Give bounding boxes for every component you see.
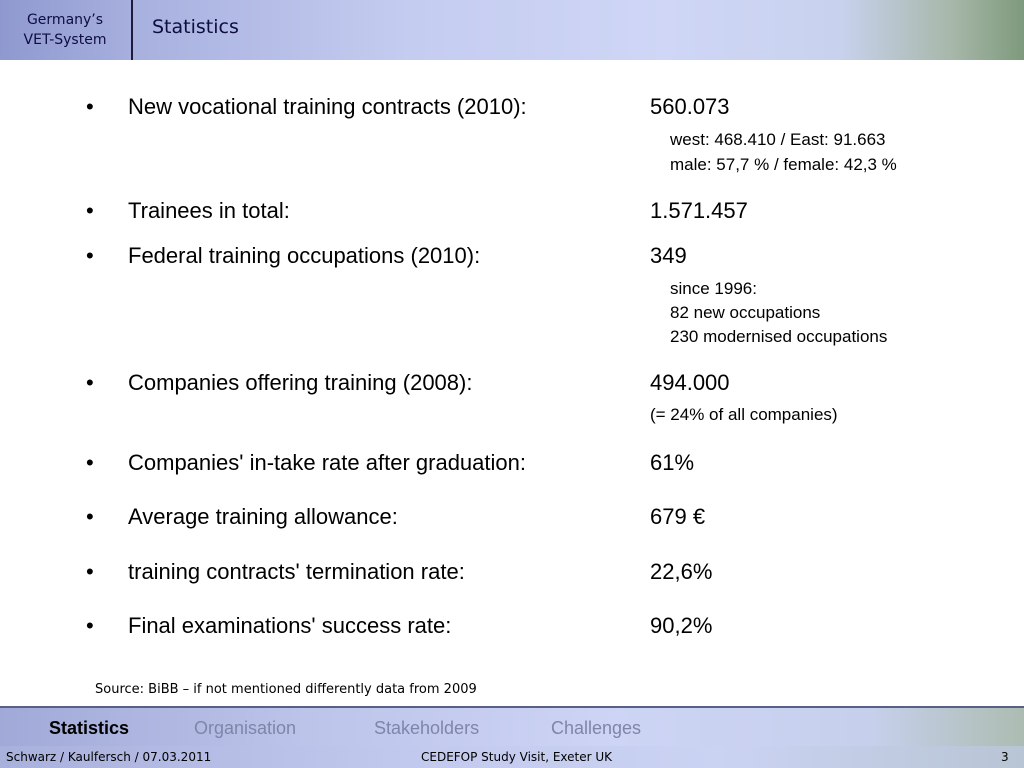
stat-note: (= 24% of all companies) [650,405,838,424]
stat-label-new-contracts: New vocational training contracts (2010)… [128,94,527,119]
footer-event: CEDEFOP Study Visit, Exeter UK [421,750,613,764]
stat-value-allowance: 679 € [650,504,706,529]
slide-footer: Schwarz / Kaulfersch / 07.03.2011 CEDEFO… [0,746,1024,768]
bullet: • [86,559,94,584]
bullet: • [86,613,94,638]
section-nav: Statistics Organisation Stakeholders Cha… [0,706,1024,748]
stat-value-termination-rate: 22,6% [650,559,713,584]
stat-note: since 1996: [670,279,757,298]
nav-item-statistics[interactable]: Statistics [49,718,130,738]
page-number: 3 [1001,750,1009,764]
stat-label-allowance: Average training allowance: [128,504,398,529]
brand-label: Germany’s VET-System [0,0,130,60]
stats-content: • New vocational training contracts (201… [86,94,897,697]
stat-value-new-contracts: 560.073 [650,94,730,119]
bullet: • [86,198,94,223]
stat-value-companies: 494.000 [650,370,730,395]
stat-note: west: 468.410 / East: 91.663 [670,130,886,149]
page-title: Statistics [152,16,239,38]
stat-label-trainees: Trainees in total: [128,198,290,223]
brand-line-1: Germany’s [26,12,104,28]
brand-line-2: VET-System [23,32,107,48]
header-divider [131,0,133,60]
bullet: • [86,370,94,395]
footer-authors: Schwarz / Kaulfersch / 07.03.2011 [6,750,212,764]
nav-item-organisation[interactable]: Organisation [194,718,297,738]
bullet: • [86,243,94,268]
stat-value-intake-rate: 61% [650,450,695,475]
stat-note: 82 new occupations [670,303,821,322]
stat-note: male: 57,7 % / female: 42,3 % [670,155,897,174]
stat-label-success-rate: Final examinations' success rate: [128,613,452,638]
stat-value-success-rate: 90,2% [650,613,713,638]
stat-label-companies: Companies offering training (2008): [128,370,473,395]
bullet: • [86,504,94,529]
stat-value-occupations: 349 [650,243,687,268]
source-note: Source: BiBB – if not mentioned differen… [95,682,477,697]
bullet: • [86,94,94,119]
stat-note: 230 modernised occupations [670,327,888,346]
bullet: • [86,450,94,475]
nav-item-stakeholders[interactable]: Stakeholders [374,718,480,738]
stat-label-termination-rate: training contracts' termination rate: [128,559,465,584]
slide-header: Germany’s VET-System Statistics [0,0,1024,60]
stat-value-trainees: 1.571.457 [650,198,748,223]
nav-item-challenges[interactable]: Challenges [551,718,642,738]
stat-label-occupations: Federal training occupations (2010): [128,243,481,268]
stat-label-intake-rate: Companies' in-take rate after graduation… [128,450,526,475]
